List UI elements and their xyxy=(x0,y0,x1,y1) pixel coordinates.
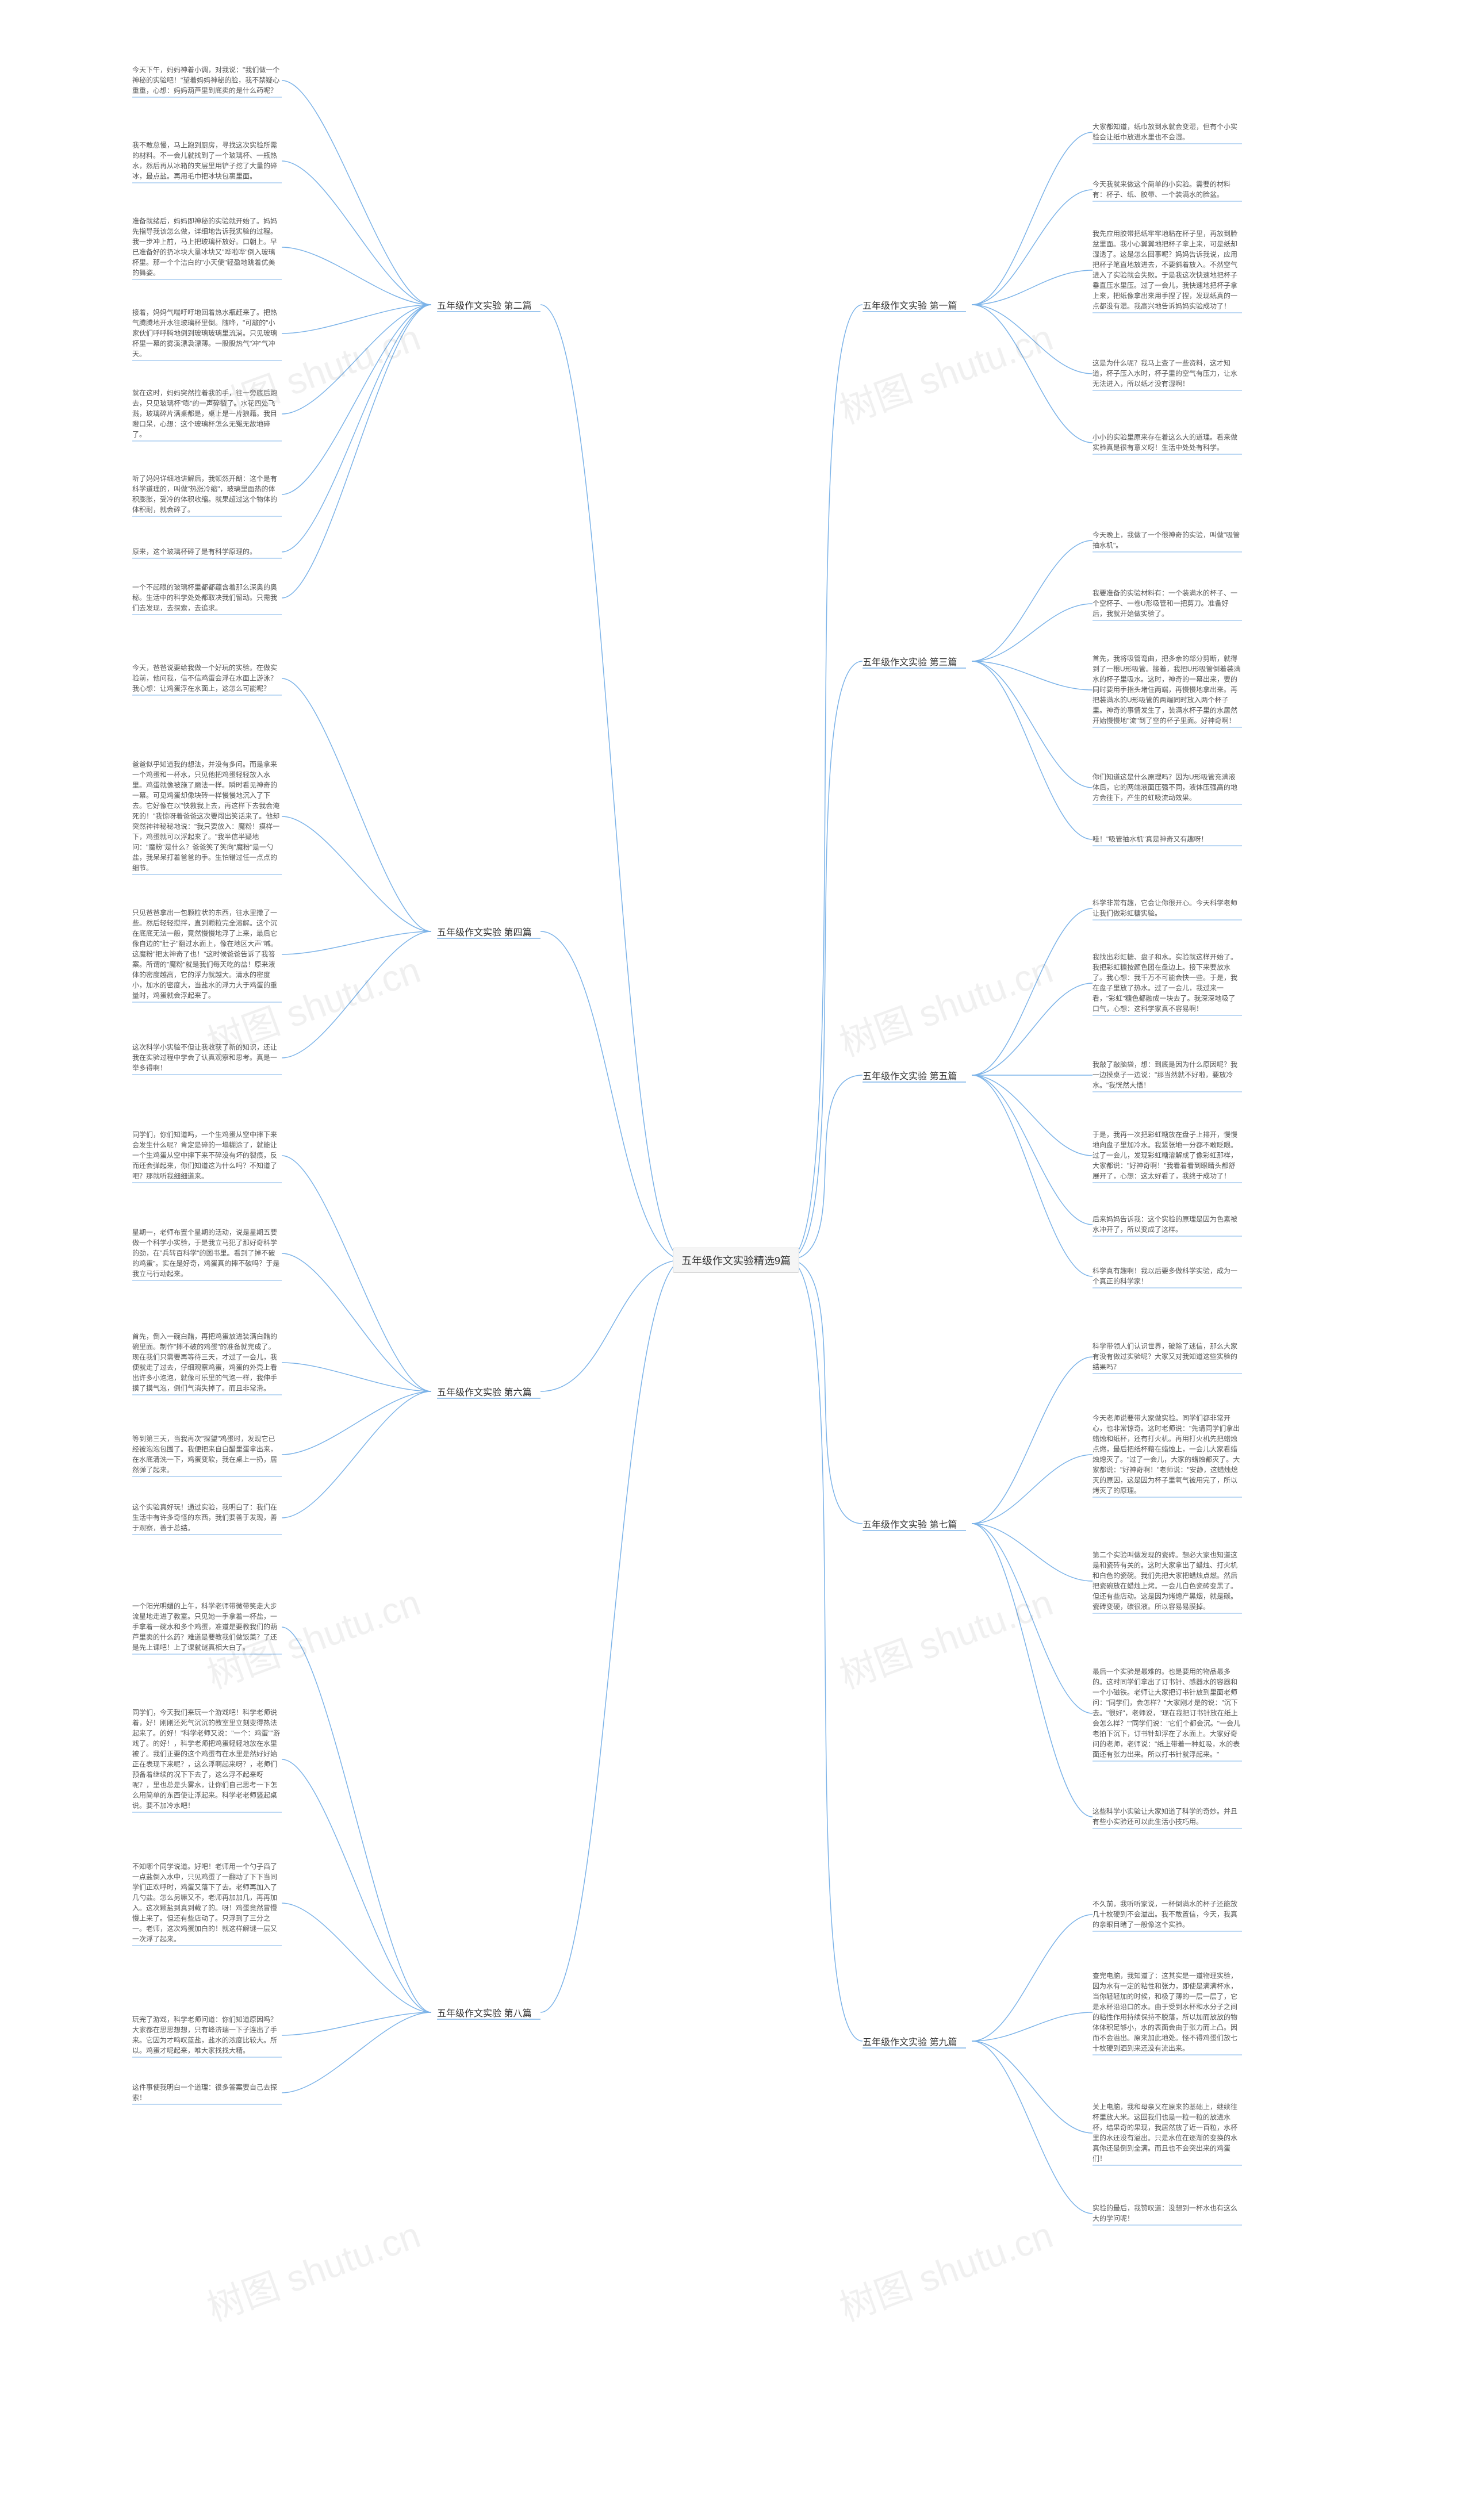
leaf-node[interactable]: 同学们，你们知道吗，一个生鸡蛋从空中摔下来会发生什么呢？肯定是碎的一塌糊涂了，就… xyxy=(132,1129,282,1183)
center-node[interactable]: 五年级作文实验精选9篇 xyxy=(673,1248,799,1273)
branch-label[interactable]: 五年级作文实验 第五篇 xyxy=(862,1068,957,1082)
leaf-node[interactable]: 首先，我将吸管弯曲，把多余的部分剪断，就得到了一根U形吸管。接着，我把U形吸管倒… xyxy=(1092,653,1242,728)
branch-label[interactable]: 五年级作文实验 第二篇 xyxy=(437,298,531,312)
branch-label[interactable]: 五年级作文实验 第六篇 xyxy=(437,1384,531,1398)
leaf-node[interactable]: 我敲了敲脑袋，想：到底是因为什么原因呢？我一边摸桌子一边说："那当然就不好啦，要… xyxy=(1092,1058,1242,1092)
watermark: 树图 shutu.cn xyxy=(199,2206,427,2331)
leaf-node[interactable]: 哇！"吸管抽水机"真是神奇又有趣呀！ xyxy=(1092,833,1242,846)
leaf-node[interactable]: 这件事使我明白一个道理：很多答案要自己去探索！ xyxy=(132,2081,282,2105)
center-title: 五年级作文实验精选9篇 xyxy=(681,1255,791,1267)
leaf-node[interactable]: 接着，妈妈气喘吁吁地回着热水瓶赶来了。把热气腾腾地开水往玻璃杯里倒。随哗，"可敲… xyxy=(132,306,282,361)
leaf-node[interactable]: 今天老师说要带大家做实验。同学们都非常开心，也非常惊奇。这时老师说："先请同学们… xyxy=(1092,1412,1242,1498)
watermark: 树图 shutu.cn xyxy=(831,308,1059,434)
leaf-node[interactable]: 这个实验真好玩！通过实验，我明白了：我们在生活中有许多奇怪的东西，我们要善于发现… xyxy=(132,1501,282,1535)
leaf-node[interactable]: 等到第三天，当我再次"探望"鸡蛋时，发现它已经被泡泡包围了。我便把来自白醋里蛋拿… xyxy=(132,1433,282,1477)
leaf-node[interactable]: 一个阳光明媚的上午，科学老师带微带笑走大步流星地走进了教室。只见她一手拿着一杯盐… xyxy=(132,1600,282,1655)
watermark: 树图 shutu.cn xyxy=(831,1573,1059,1699)
leaf-node[interactable]: 关上电脑，我和母亲又在原来的基础上，继续往杯里放大米。这回我们也是一粒一粒的放进… xyxy=(1092,2101,1242,2166)
leaf-node[interactable]: 玩完了游戏，科学老师问道：你们知道原因吗？大家都在思思想想，只有峰济瑞一下子连出… xyxy=(132,2013,282,2058)
leaf-node[interactable]: 首先，倒入一碗白醋，再把鸡蛋放进装满白醋的碗里面。制作"摔不破的鸡蛋"的准备就完… xyxy=(132,1330,282,1395)
leaf-node[interactable]: 今天下午，妈妈神着小调，对我说："我们做一个神秘的实验吧！"望着妈妈神秘的脸，我… xyxy=(132,64,282,98)
leaf-node[interactable]: 只见爸爸拿出一包颗粒状的东西，往水里撒了一些。然后轻轻搅拌，直到颗粒完全溶解。这… xyxy=(132,907,282,1003)
leaf-node[interactable]: 这些科学小实验让大家知道了科学的奇妙。并且有些小实验还可以此生活小技巧用。 xyxy=(1092,1805,1242,1829)
leaf-node[interactable]: 实验的最后，我赞叹道：没想到一杯水也有这么大的学问呢！ xyxy=(1092,2202,1242,2226)
leaf-node[interactable]: 我找出彩虹糖、盘子和水。实验就这样开始了。我把彩虹糖按颜色团在盘边上。接下来要放… xyxy=(1092,951,1242,1016)
leaf-node[interactable]: 这是为什么呢？我马上查了一些资料，这才知道，杯子压入水时，杯子里的空气有压力，让… xyxy=(1092,357,1242,391)
leaf-node[interactable]: 科学非常有趣，它会让你很开心。今天科学老师让我们做彩虹糖实验。 xyxy=(1092,897,1242,920)
leaf-node[interactable]: 我要准备的实验材料有：一个装满水的杯子、一个空杯子、一卷U形吸管和一把剪刀。准备… xyxy=(1092,587,1242,621)
leaf-node[interactable]: 今天，爸爸说要给我做一个好玩的实验。在做实验前，他问我，信不信鸡蛋会浮在水面上游… xyxy=(132,662,282,696)
leaf-node[interactable]: 就在这时，妈妈突然拉着我的手，往一旁底后跑去，只见玻璃杯"嘭"的一声碎裂了。水花… xyxy=(132,387,282,442)
leaf-node[interactable]: 最后一个实验是最难的。也是要用的物品最多的。这时同学们拿出了订书针、感器水的容器… xyxy=(1092,1666,1242,1762)
leaf-node[interactable]: 一个不起眼的玻璃杯里都都蕴含着那么深奥的奥秘。生活中的科学处处都取决我们留动。只… xyxy=(132,581,282,615)
leaf-node[interactable]: 大家都知道，纸巾放到水就会变湿，但有个小实验会让纸巾放进水里也不会湿。 xyxy=(1092,121,1242,144)
leaf-node[interactable]: 查完电脑，我知道了：这其实是一道物理实验，因为水有一定的粘性和张力，即使是满满杯… xyxy=(1092,1970,1242,2055)
branch-label[interactable]: 五年级作文实验 第七篇 xyxy=(862,1517,957,1531)
leaf-node[interactable]: 科学带领人们认识世界，破除了迷信，那么大家有没有做过实验呢？大家又对我知道这些实… xyxy=(1092,1340,1242,1374)
leaf-node[interactable]: 我先应用胶带把纸牢牢地粘在杯子里，再放到脸盆里面。我小心翼翼地把杯子拿上来，可是… xyxy=(1092,228,1242,313)
mindmap-container: 五年级作文实验精选9篇 五年级作文实验 第一篇 大家都知道，纸巾放到水就会变湿，但… xyxy=(0,0,1472,2520)
leaf-node[interactable]: 同学们，今天我们来玩一个游戏吧！科学老师说着，好！刚刚还死气沉沉的教室里立刻变得… xyxy=(132,1706,282,1813)
leaf-node[interactable]: 听了妈妈详细地讲解后，我顿然开朗：这个是有科学道理的，叫做"热涨冷缩"，玻璃里面… xyxy=(132,473,282,517)
watermark: 树图 shutu.cn xyxy=(831,2206,1059,2331)
branch-label[interactable]: 五年级作文实验 第九篇 xyxy=(862,2034,957,2048)
leaf-node[interactable]: 你们知道这是什么原理吗？因为U形吸管充满液体后，它的两端液面压强不同，液体压强高… xyxy=(1092,771,1242,805)
leaf-node[interactable]: 科学真有趣啊！我以后要多做科学实验，成为一个真正的科学家！ xyxy=(1092,1265,1242,1288)
branch-label[interactable]: 五年级作文实验 第四篇 xyxy=(437,925,531,938)
leaf-node[interactable]: 爸爸似乎知道我的想法，并没有多问。而是拿来一个鸡蛋和一杯水，只见他把鸡蛋轻轻放入… xyxy=(132,758,282,875)
branch-label[interactable]: 五年级作文实验 第一篇 xyxy=(862,298,957,312)
leaf-node[interactable]: 准备就绪后，妈妈即神秘的实验就开始了。妈妈先指导我该怎么做，详细地告诉我实验的过… xyxy=(132,215,282,280)
leaf-node[interactable]: 我不敢怠慢，马上跑到厨房，寻找这次实验所需的材料。不一会儿就找到了一个玻璃杯、一… xyxy=(132,139,282,183)
leaf-node[interactable]: 这次科学小实验不但让我收获了新的知识，还让我在实验过程中学会了认真观察和思考。真… xyxy=(132,1041,282,1075)
leaf-node[interactable]: 第二个实验叫做发现的瓷砖。想必大家也知道这是和瓷砖有关的。这时大家拿出了蜡烛、打… xyxy=(1092,1549,1242,1614)
leaf-node[interactable]: 小小的实验里原来存在着这么大的道理。看来做实验真是很有意义呀！生活中处处有科学。 xyxy=(1092,431,1242,455)
leaf-node[interactable]: 星期一，老师布置个星期的活动，说是星期五要做一个科学小实验，于是我立马犯了那好奇… xyxy=(132,1226,282,1281)
leaf-node[interactable]: 于是，我再一次把彩虹糖放在盘子上排开，慢慢地向盘子里加冷水。我紧张地一分都不敢眨… xyxy=(1092,1129,1242,1183)
branch-label[interactable]: 五年级作文实验 第八篇 xyxy=(437,2005,531,2019)
leaf-node[interactable]: 后来妈妈告诉我：这个实验的原理是因为色素被水冲开了，所以变成了这样。 xyxy=(1092,1213,1242,1237)
leaf-node[interactable]: 不知哪个同学说道。好吧！老师用一个勺子舀了一点盐倒入水中，只见鸡蛋了一翻动了下下… xyxy=(132,1861,282,1946)
leaf-node[interactable]: 今天晚上，我做了一个很神奇的实验，叫做"吸管抽水机"。 xyxy=(1092,529,1242,553)
watermark: 树图 shutu.cn xyxy=(831,941,1059,1067)
leaf-node[interactable]: 今天我就来做这个简单的小实验。需要的材料有：杯子、纸、胶带、一个装满水的脸盆。 xyxy=(1092,178,1242,202)
branch-label[interactable]: 五年级作文实验 第三篇 xyxy=(862,654,957,668)
leaf-node[interactable]: 不久前，我听听家说，一杯倒满水的杯子还能放几十枚硬到不会溢出。我不敢置信，今天，… xyxy=(1092,1898,1242,1932)
leaf-node[interactable]: 原来，这个玻璃杯碎了是有科学原理的。 xyxy=(132,546,282,559)
